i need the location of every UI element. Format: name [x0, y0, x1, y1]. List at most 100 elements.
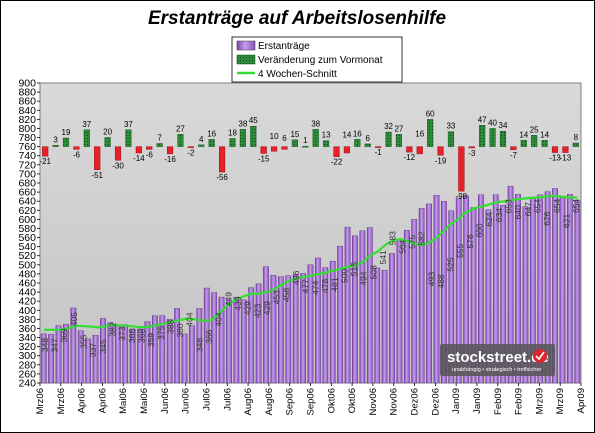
x-tick-label: Mai06	[118, 388, 129, 414]
level-value-label: 654	[571, 199, 581, 213]
change-value-label: 16	[415, 129, 424, 138]
legend-label-level: Erstanträge	[258, 41, 310, 52]
level-value-label: 654	[552, 199, 562, 213]
level-bar	[85, 338, 92, 384]
level-value-label: 366	[204, 329, 214, 343]
y-tick-label: 640	[18, 196, 36, 208]
change-bars	[42, 119, 579, 192]
x-tick-label: Mrz06	[56, 388, 67, 414]
change-bar-up	[395, 134, 402, 147]
y-tick-label: 840	[18, 105, 36, 117]
change-value-label: 27	[176, 124, 185, 133]
change-value-label: -15	[258, 154, 270, 163]
level-value-label: 600	[475, 223, 485, 237]
logo-check-icon	[535, 351, 545, 361]
level-bar	[478, 194, 484, 384]
x-axis: Mrz06 Mrz06 Apr06 Apr06 Mai06 Mai06 Jun06 Jun06…	[35, 383, 587, 415]
change-value-label: 18	[228, 128, 237, 137]
level-bar	[129, 328, 136, 384]
change-value-label: 25	[530, 125, 539, 134]
change-bar-down	[114, 146, 122, 161]
level-bar	[344, 226, 351, 384]
change-bar-down	[94, 146, 101, 171]
change-bar-up	[229, 138, 236, 147]
change-bar-down	[187, 146, 194, 148]
x-tick-label: Aug06	[243, 388, 254, 415]
change-bar-up	[62, 137, 70, 147]
change-bar-up	[520, 140, 527, 147]
level-value-label: 368	[127, 329, 137, 343]
level-value-label: 621	[562, 214, 572, 228]
y-tick-label: 520	[18, 250, 36, 262]
x-tick-label: Mrz09	[555, 388, 566, 414]
change-value-label: 60	[426, 109, 435, 118]
change-bar-down	[406, 146, 413, 153]
level-value-label: 477	[301, 279, 311, 293]
level-bar	[218, 296, 225, 384]
y-tick-label: 540	[18, 241, 36, 253]
level-bar	[433, 195, 440, 384]
change-bar-up	[177, 134, 184, 147]
y-tick-label: 340	[18, 332, 36, 344]
x-tick-label: Jul06	[201, 388, 212, 411]
change-bar-down	[135, 146, 142, 154]
level-value-label: 375	[156, 325, 166, 339]
level-value-label: 388	[165, 319, 175, 333]
y-tick-label: 480	[18, 268, 36, 280]
level-value-label: 640	[513, 205, 523, 219]
change-bar-down	[260, 146, 267, 154]
level-bar	[137, 328, 143, 384]
change-bar-down	[416, 146, 423, 155]
x-tick-label: Mrz09	[534, 388, 545, 414]
y-tick-label: 660	[18, 187, 36, 199]
level-value-label: 439	[233, 296, 243, 310]
level-bar	[48, 334, 54, 384]
level-bar	[426, 203, 432, 384]
y-tick-label: 780	[18, 132, 36, 144]
level-value-label: 624	[484, 212, 494, 226]
y-tick-label: 820	[18, 114, 36, 126]
x-tick-label: Dez06	[410, 388, 421, 415]
level-bar	[366, 227, 373, 384]
level-bar	[567, 194, 573, 384]
level-value-label: 474	[310, 280, 320, 294]
y-tick-label: 720	[18, 159, 36, 171]
level-value-label: 449	[223, 292, 233, 306]
change-bar-up	[83, 129, 90, 147]
level-bar	[403, 230, 410, 384]
y-tick-label: 500	[18, 259, 36, 271]
change-bar-up	[302, 145, 309, 148]
x-tick-label: Aug06	[264, 388, 275, 415]
change-value-label: -12	[404, 153, 416, 162]
level-bar	[159, 315, 166, 384]
change-bar-down	[42, 146, 49, 157]
level-value-label: 404	[214, 312, 224, 326]
level-bar	[248, 287, 255, 384]
change-value-label: 47	[478, 115, 487, 124]
change-bar-up	[291, 139, 298, 147]
level-bar	[389, 253, 395, 384]
level-bar	[500, 205, 507, 384]
level-value-label: 494	[359, 271, 369, 285]
change-bar-down	[73, 146, 80, 150]
level-bar	[107, 322, 114, 384]
level-bar	[537, 194, 544, 384]
change-value-label: 38	[311, 119, 320, 128]
change-value-label: -7	[510, 151, 518, 160]
y-tick-label: 600	[18, 214, 36, 226]
x-tick-label: Feb09	[514, 388, 525, 415]
level-bar	[40, 333, 47, 384]
change-bar-down	[146, 146, 153, 150]
y-tick-label: 400	[18, 305, 36, 317]
level-value-label: 405	[69, 312, 79, 326]
level-bar	[507, 185, 514, 384]
y-tick-label: 460	[18, 278, 36, 290]
legend-swatch-level	[236, 40, 256, 51]
avg-line	[44, 194, 577, 331]
level-value-label: 348	[194, 338, 204, 352]
logo-background	[440, 344, 555, 376]
level-bar	[448, 210, 455, 384]
level-bar	[315, 257, 321, 384]
